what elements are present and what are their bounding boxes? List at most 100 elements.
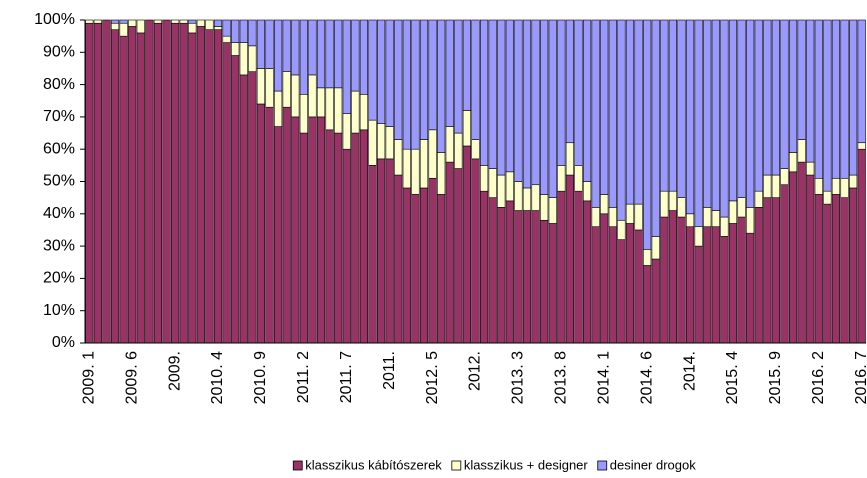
bar-segment: [428, 177, 437, 344]
bar-segment: [574, 19, 583, 166]
legend-label: klasszikus + designer: [464, 457, 589, 472]
bar-segment: [780, 19, 789, 169]
bar-segment: [548, 223, 557, 344]
bar-segment: [213, 19, 223, 27]
bar-segment: [514, 210, 523, 344]
bar-segment: [419, 19, 429, 140]
y-tick-label: 30%: [43, 237, 75, 254]
bar-segment: [256, 68, 266, 105]
bar-segment: [771, 197, 780, 344]
bar-segment: [591, 226, 600, 344]
x-tick-label: 2016. 7: [853, 351, 867, 404]
bar-segment: [703, 226, 712, 344]
legend-label: klasszikus kábítószerek: [305, 457, 442, 472]
x-tick-label: 2014. 1: [595, 351, 612, 404]
y-tick-label: 20%: [43, 270, 75, 287]
bar-segment: [437, 152, 446, 195]
bar-segment: [694, 226, 703, 247]
bar-segment: [694, 19, 703, 228]
bar-segment: [788, 152, 798, 173]
bar-segment: [780, 184, 789, 344]
bar-segment: [196, 19, 205, 27]
bar-segment: [582, 200, 592, 344]
bar-segment: [754, 19, 763, 192]
bar-segment: [728, 200, 738, 224]
bar-segment: [171, 22, 180, 344]
bar-segment: [308, 19, 317, 76]
legend-swatch: [451, 460, 462, 471]
bar-segment: [660, 19, 669, 192]
bar-segment: [136, 32, 145, 344]
bar-segment: [325, 87, 334, 131]
bar-segment: [299, 93, 308, 134]
bar-segment: [685, 226, 695, 344]
bar-segment: [574, 190, 583, 344]
bar-segment: [522, 187, 532, 211]
bar-segment: [685, 213, 695, 228]
bar-segment: [763, 197, 772, 344]
bar-segment: [145, 19, 154, 344]
bar-segment: [806, 174, 815, 344]
bar-segment: [668, 190, 677, 211]
bar-segment: [205, 19, 214, 30]
x-tick-label: 2009. 1: [81, 351, 98, 404]
bar-segment: [840, 19, 849, 179]
bar-segment: [857, 142, 866, 150]
bar-segment: [256, 103, 266, 344]
bar-segment: [548, 197, 557, 224]
bar-segment: [462, 19, 472, 111]
bar-segment: [557, 190, 566, 344]
bar-segment: [823, 190, 832, 205]
bar-segment: [617, 239, 626, 344]
bar-segment: [93, 19, 102, 24]
bar-segment: [505, 200, 514, 344]
bar-segment: [677, 197, 686, 218]
bar-segment: [600, 194, 609, 215]
bar-segment: [437, 19, 446, 153]
bar-segment: [608, 19, 617, 208]
bar-segment: [299, 132, 308, 344]
bar-segment: [797, 161, 806, 344]
bar-segment: [248, 45, 257, 72]
y-tick-label: 40%: [43, 205, 75, 222]
bar-segment: [591, 19, 600, 208]
bar-segment: [857, 19, 866, 144]
bar-segment: [102, 19, 111, 344]
bar-segment: [746, 232, 755, 344]
bar-segment: [600, 213, 609, 344]
bar-segment: [377, 123, 386, 160]
bar-segment: [728, 19, 738, 202]
bar-segment: [625, 223, 635, 344]
bar-segment: [514, 181, 523, 211]
bar-segment: [411, 194, 420, 344]
bar-segment: [737, 197, 746, 218]
bar-segment: [188, 32, 197, 344]
bar-segment: [557, 19, 566, 166]
bar-segment: [110, 22, 120, 30]
bar-segment: [831, 194, 841, 344]
bar-segment: [514, 19, 523, 182]
bar-segment: [720, 19, 729, 218]
y-tick-label: 70%: [43, 108, 75, 125]
bar-segment: [419, 139, 429, 189]
bar-segment: [394, 174, 403, 344]
bar-segment: [522, 210, 532, 344]
bar-segment: [402, 187, 411, 344]
bar-segment: [746, 207, 755, 234]
bar-segment: [85, 19, 94, 24]
bar-segment: [814, 177, 823, 195]
bar-segment: [771, 174, 780, 198]
x-tick-label: 2011. 7: [338, 351, 355, 403]
bar-segment: [351, 19, 360, 92]
bar-segment: [308, 74, 317, 118]
bar-segment: [359, 19, 369, 95]
bar-segment: [128, 26, 137, 344]
bar-segment: [788, 19, 798, 153]
x-tick-label: 2009. 6: [123, 351, 140, 404]
bar-segment: [754, 207, 763, 344]
legend-swatch: [597, 460, 608, 471]
x-tick-label: 2015. 4: [724, 351, 741, 404]
bar-segment: [119, 35, 128, 344]
bar-segment: [196, 26, 205, 344]
bar-segment: [840, 177, 849, 198]
